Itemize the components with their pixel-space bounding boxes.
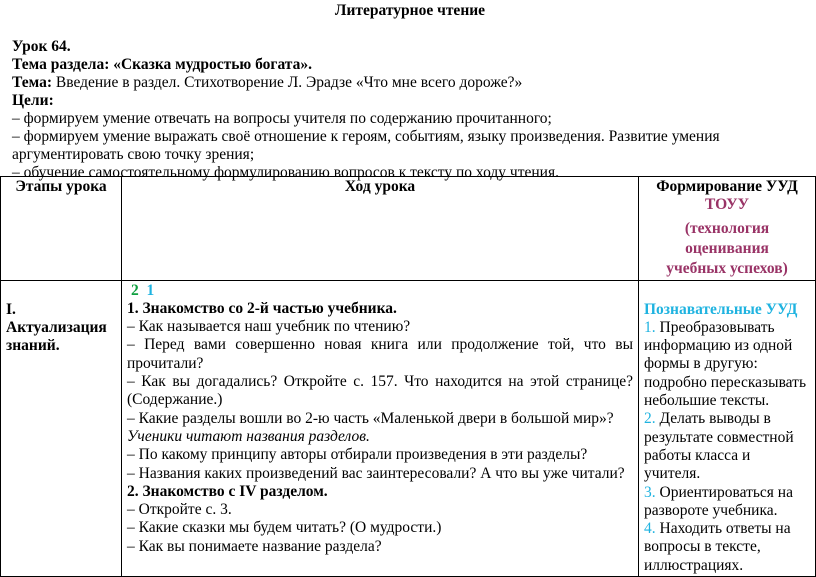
- course-line: – Перед вами совершенно новая книга или …: [127, 336, 633, 372]
- uud-list: 1. Преобразовывать информацию из одной ф…: [644, 319, 810, 575]
- header-stages: Этапы урока: [0, 176, 122, 281]
- uud-text: Преобразовывать информацию из одной форм…: [644, 318, 807, 410]
- document-header: Литературное чтение Урок 64. Тема раздел…: [12, 0, 808, 182]
- goal-item: аргументировать свою точку зрения;: [12, 146, 255, 163]
- uud-item: 3. Ориентироваться на развороте учебника…: [644, 484, 810, 521]
- uud-cell: Познавательные УУД 1. Преобразовывать ин…: [638, 279, 816, 577]
- lesson-table: Этапы урока Ход урока Формирование УУД Т…: [0, 176, 816, 577]
- section-label: Тема раздела:: [12, 56, 110, 73]
- doc-title: Литературное чтение: [334, 2, 486, 19]
- touu-label: ТОУУ: [704, 196, 750, 214]
- course-line: – Как вы понимаете название раздела?: [127, 537, 382, 555]
- uud-text: Делать выводы в результате совместной ра…: [644, 410, 794, 483]
- course-line: – Названия каких произведений вас заинте…: [127, 464, 625, 482]
- header-formation: Формирование УУД ТОУУ (технология оценив…: [638, 176, 816, 281]
- course-lines: 1. Знакомство со 2-й частью учебника. – К…: [127, 300, 633, 556]
- uud-number: 1.: [644, 318, 656, 336]
- uud-text: Ориентироваться на развороте учебника.: [644, 483, 793, 519]
- uud-item: 4. Находить ответы на вопросы в тексте, …: [644, 520, 810, 575]
- tech-label: (технология оценивания: [684, 219, 770, 257]
- formation-label: Формирование УУД: [656, 178, 798, 195]
- uud-text: Находить ответы на вопросы в тексте, илл…: [644, 520, 791, 574]
- course-line: 2. Знакомство с IV разделом.: [127, 482, 328, 500]
- stage-cell: I. Актуализация знаний.: [0, 279, 122, 577]
- topic-label: Тема:: [12, 74, 52, 91]
- topic-value: Введение в раздел. Стихотворение Л. Эрад…: [55, 74, 523, 91]
- course-line: – Как называется наш учебник по чтению?: [127, 318, 411, 336]
- uud-number: 2.: [644, 410, 656, 428]
- course-line: 1. Знакомство со 2-й частью учебника.: [127, 299, 397, 317]
- course-line: – По какому принципу авторы отбирали про…: [127, 446, 588, 464]
- lesson-number: Урок 64.: [12, 38, 71, 55]
- course-line: – Какие разделы вошли во 2-ю часть «Мале…: [127, 409, 614, 427]
- course-line: Ученики читают названия разделов.: [127, 427, 370, 445]
- section-value: «Сказка мудростью богата».: [113, 56, 312, 73]
- uud-number: 3.: [644, 483, 656, 501]
- course-cell: 2 1 1. Знакомство со 2-й частью учебника…: [121, 279, 639, 577]
- goal-item: – формируем умение отвечать на вопросы у…: [12, 110, 552, 127]
- course-line: – Как вы догадались? Откройте с. 157. Чт…: [127, 373, 633, 409]
- header-course: Ход урока: [121, 176, 639, 281]
- number-cyan: 1: [146, 281, 155, 299]
- uud-number: 4.: [644, 520, 656, 538]
- course-line: – Откройте с. 3.: [127, 501, 232, 519]
- uud-item: 2. Делать выводы в результате совместной…: [644, 410, 810, 483]
- table-header-row: Этапы урока Ход урока Формирование УУД Т…: [0, 176, 816, 281]
- number-green: 2: [131, 281, 139, 299]
- uud-item: 1. Преобразовывать информацию из одной ф…: [644, 319, 810, 410]
- uud-title: Познавательные УУД: [644, 300, 798, 318]
- course-line: – Какие сказки мы будем читать? (О мудро…: [127, 519, 442, 537]
- tech-label-2: учебных успехов): [666, 259, 788, 277]
- goals-label: Цели:: [12, 92, 54, 109]
- goal-item: – формируем умение выражать своё отношен…: [12, 128, 720, 145]
- table-row: I. Актуализация знаний. 2 1 1. Знакомств…: [0, 279, 816, 577]
